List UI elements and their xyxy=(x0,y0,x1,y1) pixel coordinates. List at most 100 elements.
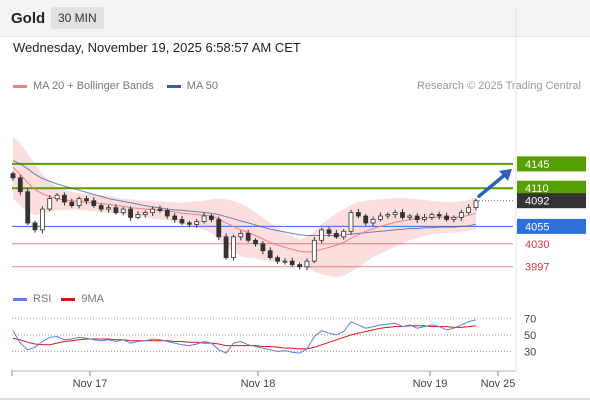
last-price-label: 4092 xyxy=(525,196,549,208)
candle xyxy=(436,214,442,217)
candle xyxy=(385,214,391,217)
rsi-tick-70: 70 xyxy=(524,313,536,325)
candle xyxy=(17,177,23,193)
candle xyxy=(392,212,398,215)
candle xyxy=(238,232,244,238)
legend-swatch-ma50 xyxy=(166,84,181,88)
candle xyxy=(451,216,457,220)
candle xyxy=(69,201,75,207)
legend-label-9ma: 9MA xyxy=(81,293,104,305)
candle xyxy=(150,208,156,214)
candle xyxy=(32,222,38,231)
level-label-4055-bg xyxy=(517,218,586,234)
candle xyxy=(370,219,376,224)
level-label-4055: 4055 xyxy=(525,221,549,233)
level-label-4110-bg xyxy=(517,180,586,196)
candle xyxy=(216,219,222,238)
copyright-notice: Research © 2025 Trading Central xyxy=(416,80,581,92)
candle xyxy=(186,222,192,225)
legend-label-ma20: MA 20 + Bollinger Bands xyxy=(33,80,154,92)
candle xyxy=(208,215,214,220)
candle xyxy=(135,214,141,218)
forecast-arrow-shaft xyxy=(477,172,508,198)
candle xyxy=(407,215,413,218)
candle xyxy=(253,239,258,245)
candle xyxy=(304,260,310,268)
rsi-tick-30: 30 xyxy=(524,346,536,358)
candle xyxy=(341,230,347,238)
legend-item-rsi: RSI xyxy=(13,293,51,305)
candle xyxy=(289,260,295,266)
bottom-border xyxy=(0,398,590,400)
candle xyxy=(363,215,369,224)
candle xyxy=(142,212,148,215)
candle xyxy=(120,208,126,214)
rsi-tick-50: 50 xyxy=(524,330,536,342)
x-tick-label-Nov-19: Nov 19 xyxy=(413,378,448,390)
legend-item-9ma: 9MA xyxy=(61,293,104,305)
candle xyxy=(473,200,479,208)
x-tick-label-Nov-18: Nov 18 xyxy=(241,378,276,390)
candle xyxy=(10,173,16,179)
legend-swatch-ma20 xyxy=(13,84,27,88)
candle xyxy=(282,260,288,263)
candle xyxy=(326,229,332,234)
candle xyxy=(400,212,405,218)
chart-datetime: Wednesday, November 19, 2025 6:58:57 AM … xyxy=(13,40,301,55)
candle xyxy=(319,229,325,241)
legend-label-rsi: RSI xyxy=(33,293,52,305)
candle xyxy=(194,221,200,225)
candle xyxy=(76,198,82,206)
candle xyxy=(458,212,464,218)
candle xyxy=(172,215,178,220)
forecast-arrow-head xyxy=(499,168,512,181)
level-label-4145-bg xyxy=(517,156,586,172)
candle xyxy=(231,236,236,259)
candle xyxy=(275,257,281,262)
candle xyxy=(47,198,53,210)
candle xyxy=(466,207,472,213)
candle xyxy=(348,212,354,232)
candle xyxy=(84,198,89,202)
ma20-line xyxy=(12,167,477,253)
candle xyxy=(157,208,163,211)
legend-label-ma50: MA 50 xyxy=(186,80,218,92)
candle xyxy=(179,219,185,224)
candle xyxy=(355,212,361,217)
rsi-line xyxy=(12,319,477,354)
candle xyxy=(25,191,31,224)
header-bar: Gold 30 MIN xyxy=(0,0,590,37)
candle xyxy=(128,208,134,218)
level-label-4030: 4030 xyxy=(525,239,549,251)
legend-swatch-rsi xyxy=(13,297,27,301)
legend-item-ma20: MA 20 + Bollinger Bands xyxy=(13,80,154,92)
candle xyxy=(311,239,317,262)
candle xyxy=(377,215,383,220)
rsi-legend: RSI 9MA xyxy=(13,293,114,305)
candle xyxy=(267,250,273,258)
candle xyxy=(54,194,60,200)
price-legend: MA 20 + Bollinger Bands MA 50 xyxy=(13,80,231,92)
candle xyxy=(40,208,45,231)
x-tick-label-Nov-25: Nov 25 xyxy=(481,378,516,390)
level-label-4110: 4110 xyxy=(525,183,549,195)
candle xyxy=(223,236,229,259)
candle xyxy=(201,215,207,222)
candle xyxy=(245,232,251,241)
candle xyxy=(414,215,420,220)
candle xyxy=(297,264,303,268)
candle xyxy=(333,232,339,238)
bollinger-band-area xyxy=(13,136,476,278)
last-price-label-bg xyxy=(517,193,586,209)
candle xyxy=(422,216,427,220)
candle xyxy=(429,214,435,218)
level-label-3997: 3997 xyxy=(525,262,549,274)
candle xyxy=(260,243,266,252)
candle xyxy=(113,207,119,213)
level-label-4145: 4145 xyxy=(525,159,549,171)
x-tick-label-Nov-17: Nov 17 xyxy=(73,378,108,390)
instrument-title: Gold xyxy=(11,10,46,27)
interval-button[interactable]: 30 MIN xyxy=(51,7,104,29)
ma50-line xyxy=(12,159,477,236)
